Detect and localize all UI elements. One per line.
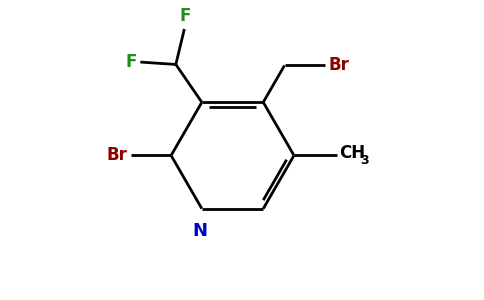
Text: N: N: [192, 222, 207, 240]
Text: 3: 3: [360, 154, 369, 167]
Text: Br: Br: [329, 56, 349, 74]
Text: F: F: [125, 53, 136, 71]
Text: Br: Br: [106, 146, 127, 164]
Text: CH: CH: [339, 144, 365, 162]
Text: F: F: [180, 7, 191, 25]
